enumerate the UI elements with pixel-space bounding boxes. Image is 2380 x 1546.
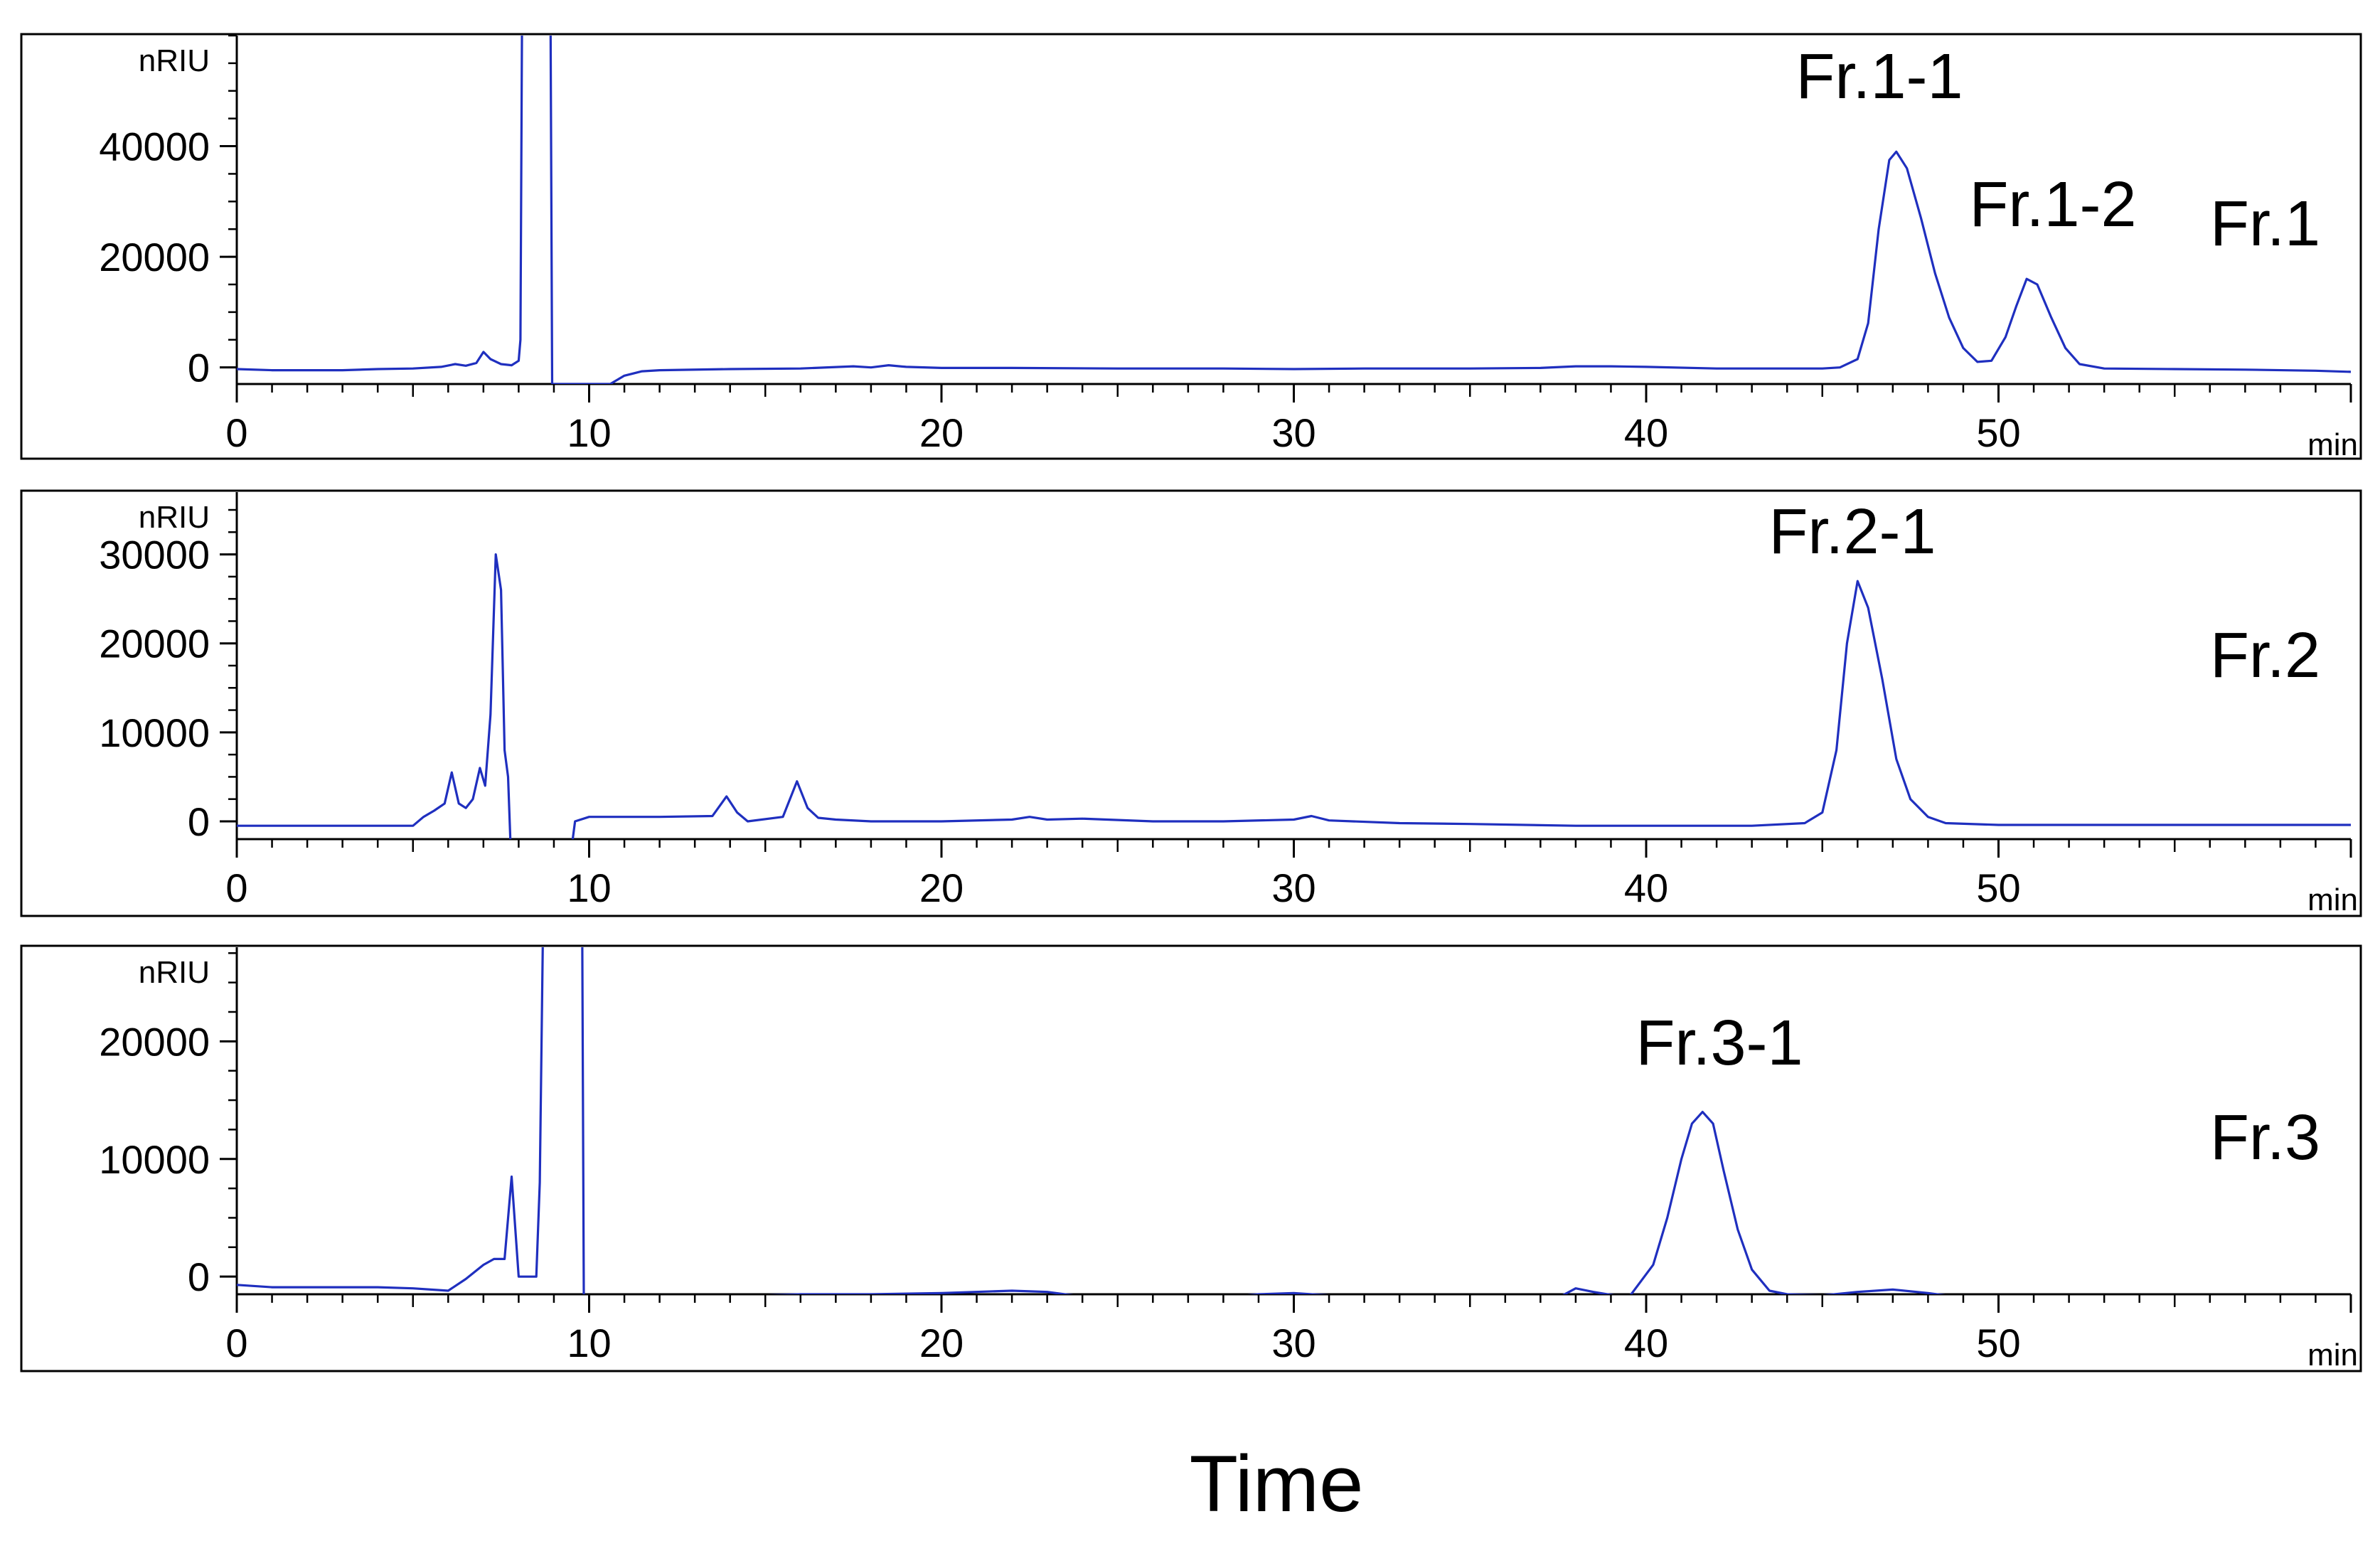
y-unit-label: nRIU bbox=[139, 955, 210, 990]
x-tick-label: 0 bbox=[225, 865, 247, 910]
x-tick-label: 0 bbox=[225, 1321, 247, 1365]
chromatogram-trace bbox=[237, 947, 1946, 1294]
x-tick-label: 0 bbox=[225, 410, 247, 455]
x-unit-label: min bbox=[2307, 883, 2358, 917]
chromatogram-trace bbox=[237, 36, 2351, 384]
y-tick-label: 20000 bbox=[99, 235, 210, 279]
x-tick-label: 30 bbox=[1271, 865, 1316, 910]
y-tick-label: 20000 bbox=[99, 622, 210, 666]
panel-3: 0 10000 20000 nRIU 0 10 20 30 40 50 min Fr.3 Fr.3-1 bbox=[20, 944, 2362, 1372]
x-tick-label: 10 bbox=[567, 1321, 611, 1365]
y-unit-label: nRIU bbox=[139, 43, 210, 78]
peak-label: Fr.1-1 bbox=[1795, 41, 1963, 112]
peak-label: Fr.2-1 bbox=[1768, 496, 1936, 567]
x-tick-label: 30 bbox=[1271, 410, 1316, 455]
chromatogram-trace bbox=[237, 553, 2351, 839]
x-tick-label: 50 bbox=[1976, 865, 2020, 910]
x-tick-label: 40 bbox=[1624, 865, 1668, 910]
panel-frame bbox=[20, 489, 2362, 917]
x-tick-label: 40 bbox=[1624, 410, 1668, 455]
x-tick-label: 30 bbox=[1271, 1321, 1316, 1365]
x-tick-label: 10 bbox=[567, 410, 611, 455]
x-unit-label: min bbox=[2307, 427, 2358, 462]
x-tick-label: 50 bbox=[1976, 410, 2020, 455]
y-tick-label: 20000 bbox=[99, 1019, 210, 1064]
x-tick-label: 20 bbox=[919, 865, 964, 910]
y-tick-label: 0 bbox=[188, 1254, 210, 1299]
panel-frame bbox=[20, 33, 2362, 460]
panel-label: Fr.3 bbox=[2210, 1102, 2320, 1173]
x-tick-label: 20 bbox=[919, 1321, 964, 1365]
y-tick-label: 0 bbox=[188, 799, 210, 844]
y-tick-label: 10000 bbox=[99, 1137, 210, 1182]
panel-label: Fr.2 bbox=[2210, 620, 2320, 691]
panel-frame bbox=[20, 944, 2362, 1372]
peak-label: Fr.1-2 bbox=[1969, 169, 2136, 240]
x-unit-label: min bbox=[2307, 1338, 2358, 1372]
y-tick-label: 40000 bbox=[99, 124, 210, 169]
y-unit-label: nRIU bbox=[139, 500, 210, 535]
panel-1: 0 20000 40000 nRIU 0 10 20 30 40 50 min Fr.1 Fr.1-1F… bbox=[20, 33, 2362, 462]
x-tick-label: 20 bbox=[919, 410, 964, 455]
peak-label: Fr.3-1 bbox=[1635, 1008, 1803, 1079]
x-tick-label: 10 bbox=[567, 865, 611, 910]
figure-x-axis-label: Time bbox=[1190, 1439, 1364, 1528]
y-tick-label: 0 bbox=[188, 346, 210, 390]
y-tick-label: 10000 bbox=[99, 710, 210, 755]
x-tick-label: 40 bbox=[1624, 1321, 1668, 1365]
x-tick-label: 50 bbox=[1976, 1321, 2020, 1365]
y-tick-label: 30000 bbox=[99, 533, 210, 577]
panel-label: Fr.1 bbox=[2210, 188, 2320, 260]
